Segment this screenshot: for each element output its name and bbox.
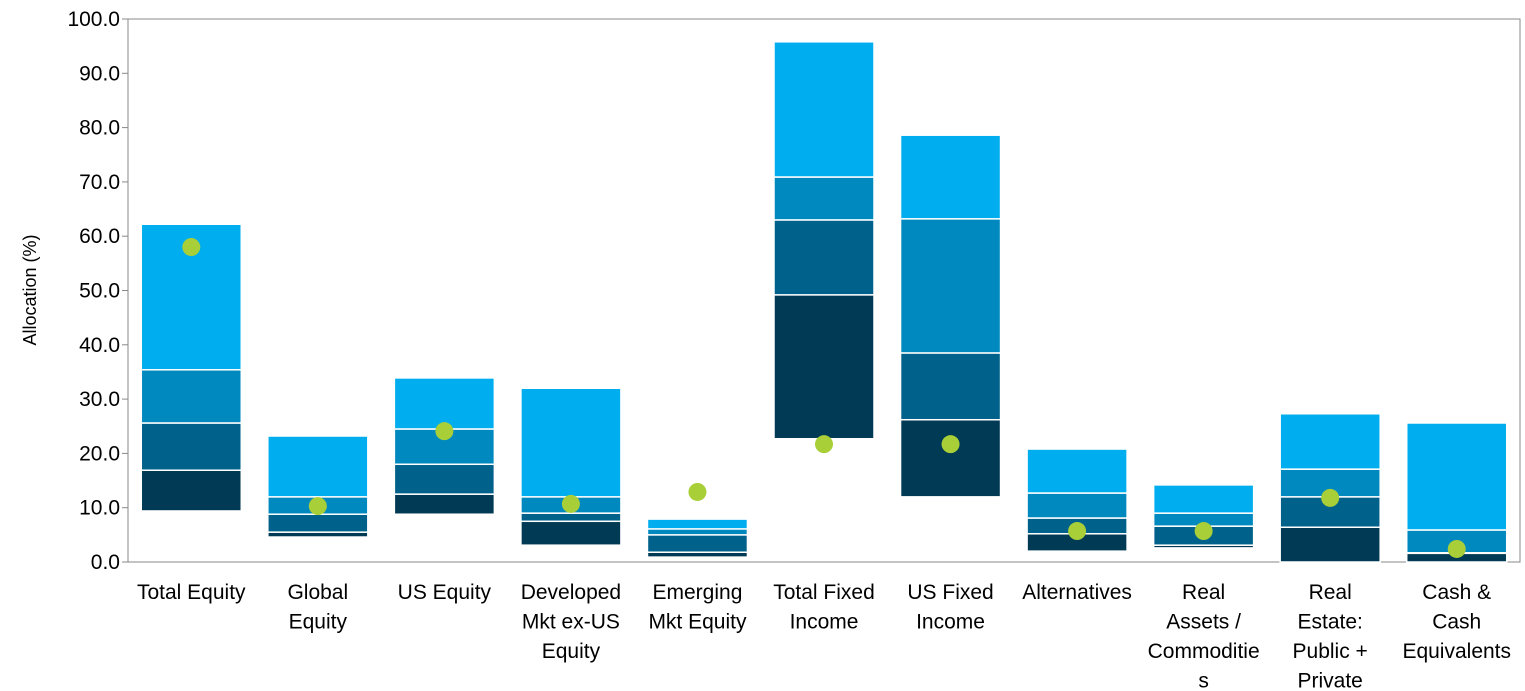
y-tick-label: 30.0	[79, 388, 120, 411]
range-segment	[393, 493, 496, 515]
x-tick-label: Estate:	[1297, 611, 1362, 634]
range-segment	[140, 369, 243, 424]
x-tick-label: Commoditie	[1148, 640, 1260, 663]
range-segment	[520, 520, 622, 546]
range-segment	[1279, 413, 1381, 470]
range-segment	[140, 422, 243, 471]
x-tick-label: Equity	[289, 611, 348, 634]
x-tick-label: Real	[1309, 581, 1352, 604]
x-tick-label: Assets /	[1166, 611, 1241, 634]
range-segment	[267, 513, 369, 533]
range-segment	[520, 387, 622, 498]
x-tick-label: Income	[790, 611, 859, 634]
range-segment	[140, 469, 243, 512]
x-tick-label: Cash &	[1422, 581, 1491, 604]
range-segment	[267, 435, 369, 498]
range-segment	[773, 219, 875, 296]
range-segment	[646, 534, 749, 553]
y-tick-label: 50.0	[79, 280, 120, 303]
point	[688, 482, 707, 501]
range-segment	[899, 218, 1002, 354]
x-tick-label: s	[1198, 670, 1209, 691]
y-tick-label: 20.0	[79, 442, 120, 465]
x-tick-label: Mkt Equity	[648, 611, 747, 634]
range-segment	[773, 294, 875, 440]
x-tick-label: Private	[1298, 670, 1363, 691]
y-tick-label: 70.0	[79, 171, 120, 194]
x-tick-label: Cash	[1432, 611, 1481, 634]
range-segment	[1405, 422, 1508, 531]
x-tick-label: Equivalents	[1402, 640, 1511, 663]
x-tick-label: Developed	[521, 581, 621, 604]
x-tick-label: Equity	[542, 640, 601, 663]
y-tick-label: 100.0	[67, 8, 120, 31]
point	[1194, 522, 1213, 541]
range-segment	[520, 512, 622, 523]
x-tick-label: Income	[916, 611, 985, 634]
point	[1321, 488, 1340, 507]
point	[1068, 522, 1087, 541]
range-segment	[393, 377, 496, 430]
range-segment	[393, 428, 496, 466]
range-segment	[899, 418, 1002, 498]
y-axis-label: Allocation (%)	[20, 234, 40, 345]
range-segment	[1026, 448, 1128, 494]
x-tick-label: US Equity	[398, 581, 492, 604]
x-tick-label: Total Fixed	[773, 581, 875, 604]
x-tick-label: Global	[287, 581, 348, 604]
range-segment	[1152, 484, 1255, 514]
x-tick-label: Mkt ex-US	[522, 611, 620, 634]
range-segment	[1279, 526, 1381, 563]
point	[561, 494, 580, 513]
y-tick-label: 40.0	[79, 334, 120, 357]
point	[435, 422, 454, 441]
range-segment	[646, 518, 749, 530]
x-tick-label: Alternatives	[1022, 581, 1132, 604]
point	[182, 238, 201, 257]
range-segment	[646, 528, 749, 536]
x-tick-label: US Fixed	[907, 581, 993, 604]
point	[815, 435, 833, 454]
point	[1447, 539, 1466, 558]
x-tick-label: Emerging	[653, 581, 743, 604]
point	[308, 497, 327, 516]
point	[941, 435, 960, 454]
x-tick-label: Real	[1182, 581, 1225, 604]
range-segment	[899, 134, 1002, 220]
range-segment	[899, 352, 1002, 421]
x-tick-label: Total Equity	[137, 581, 246, 604]
y-tick-label: 0.0	[91, 551, 120, 574]
range-segment	[1026, 492, 1128, 519]
y-tick-label: 10.0	[79, 497, 120, 520]
range-segment	[773, 176, 875, 221]
y-tick-label: 60.0	[79, 225, 120, 248]
range-segment	[393, 463, 496, 495]
y-tick-label: 90.0	[79, 62, 120, 85]
range-segment	[773, 41, 875, 178]
y-tick-label: 80.0	[79, 117, 120, 140]
x-tick-label: Public +	[1293, 640, 1368, 663]
